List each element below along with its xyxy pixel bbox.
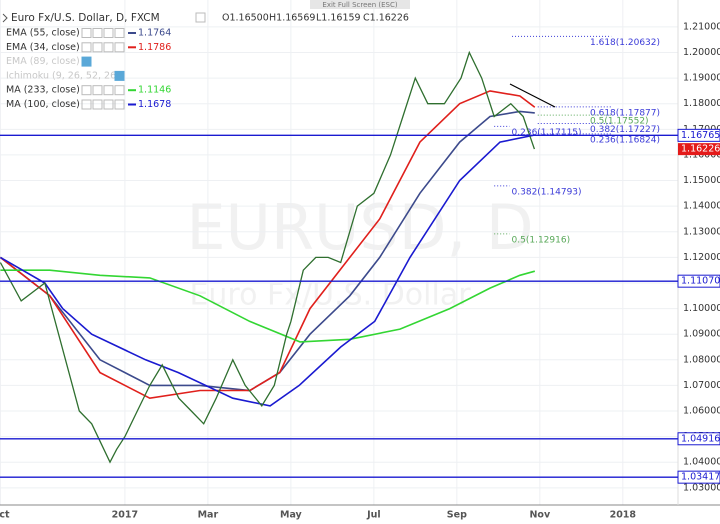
ohlc-label: O1.16500 [222, 13, 269, 24]
y-tick-label: 1.15000 [683, 175, 720, 186]
legend-icon [103, 28, 114, 38]
fib-label: 0.5(1.17552) [590, 117, 649, 127]
x-tick-label: Mar [198, 510, 219, 521]
legend-icon [195, 12, 206, 23]
plot: 1.618(1.20632) 0.618(1.17877)0.5(1.17552)… [0, 35, 720, 478]
y-tick-label: 1.19000 [683, 73, 720, 84]
x-tick-label: Sep [447, 510, 467, 521]
y-tick-label: 1.03000 [683, 482, 720, 493]
exit-button-label: Exit Full Screen (ESC) [322, 1, 397, 9]
legend-icon [81, 28, 92, 38]
fib-label: 1.618(1.20632) [590, 38, 660, 48]
legend-icon [81, 42, 92, 53]
legend-icon [92, 99, 103, 110]
legend-icon [92, 85, 103, 96]
legend-icon [103, 85, 114, 96]
legend-icon [114, 70, 125, 81]
legend-icon [114, 42, 125, 53]
level-label: 1.03417 [681, 472, 720, 483]
ma-line [0, 269, 536, 343]
legend-label: EMA (89, close) [6, 56, 80, 67]
legend-icon [114, 28, 125, 38]
y-tick-label: 1.21000 [683, 21, 720, 32]
fib-label: 0.618(1.17877) [590, 108, 660, 118]
y-tick-label: 1.10000 [683, 303, 720, 314]
level-box [677, 432, 720, 446]
y-tick-label: 1.20000 [683, 47, 720, 58]
legend-value: 1.1786 [138, 42, 171, 53]
x-tick-label: 2018 [610, 510, 637, 521]
legend-icon [81, 85, 92, 96]
legend-label: MA (100, close) [6, 99, 80, 110]
y-tick-label: 1.18000 [683, 98, 720, 109]
price-box [678, 143, 720, 156]
y-tick-label: 1.13000 [683, 226, 720, 237]
y-tick-label: 1.09000 [683, 329, 720, 340]
legend-value: 1.1146 [138, 85, 171, 96]
ohlc-label: L1.16159 [316, 13, 361, 24]
level-box [677, 128, 720, 142]
legend: Euro Fx/U.S. Dollar, D, FXCM O1.16500 H1.1… [2, 12, 409, 110]
fib-label: 0.236(1.17115) [512, 128, 582, 138]
level-label: 1.11070 [681, 276, 720, 287]
price-label: 1.16226 [681, 144, 720, 155]
ma-line [0, 110, 535, 392]
y-tick-label: 1.04000 [683, 457, 720, 468]
legend-label: Ichimoku (9, 26, 52, 26) [6, 70, 120, 81]
level-label: 1.04916 [681, 433, 720, 444]
legend-icon [81, 99, 92, 110]
legend-icon [114, 85, 125, 96]
legend-label: EMA (55, close) [6, 28, 80, 39]
legend-icon [92, 42, 103, 53]
grid [0, 0, 678, 505]
fib-label: 0.382(1.17227) [590, 125, 660, 135]
price-line [0, 50, 536, 464]
y-tick-label: 1.14000 [683, 201, 720, 212]
legend-icon [103, 99, 114, 110]
trend-line [509, 83, 556, 108]
x-tick-label: Nov [529, 510, 550, 521]
level-label: 1.16765 [681, 130, 720, 141]
legend-label: EMA (34, close) [6, 42, 80, 53]
legend-value: 1.1678 [138, 99, 171, 110]
exit-button[interactable] [310, 0, 410, 9]
ma-line [0, 90, 536, 400]
legend-icon [103, 42, 114, 53]
level-box [677, 274, 720, 288]
legend-label: MA (233, close) [6, 85, 80, 96]
collapse-icon [2, 13, 8, 23]
fib-label: 0.5(1.12916) [512, 235, 571, 245]
x-tick-label: Jul [366, 510, 381, 521]
y-tick-label: 1.12000 [683, 252, 720, 263]
legend-icon [114, 99, 125, 110]
legend-icon [81, 56, 92, 67]
ohlc-label: H1.16569 [269, 13, 315, 24]
ma-line [0, 134, 535, 407]
x-tick-label: 2017 [112, 510, 138, 521]
y-tick-label: 1.07000 [683, 380, 720, 391]
x-tick-label: Oct [0, 510, 10, 521]
y-tick-label: 1.08000 [683, 354, 720, 365]
legend-icon [92, 28, 103, 38]
ohlc-label: C1.16226 [363, 13, 409, 24]
watermark-text: EURUSD, D [186, 191, 533, 264]
legend-value: 1.1764 [138, 28, 171, 39]
y-tick-label: 1.06000 [683, 406, 720, 417]
fib-label: 0.236(1.16824) [590, 135, 660, 145]
chart-title: Euro Fx/U.S. Dollar, D, FXCM [11, 12, 160, 24]
x-tick-label: May [280, 510, 303, 521]
fib-label: 0.382(1.14793) [512, 187, 582, 197]
level-box [677, 470, 720, 484]
